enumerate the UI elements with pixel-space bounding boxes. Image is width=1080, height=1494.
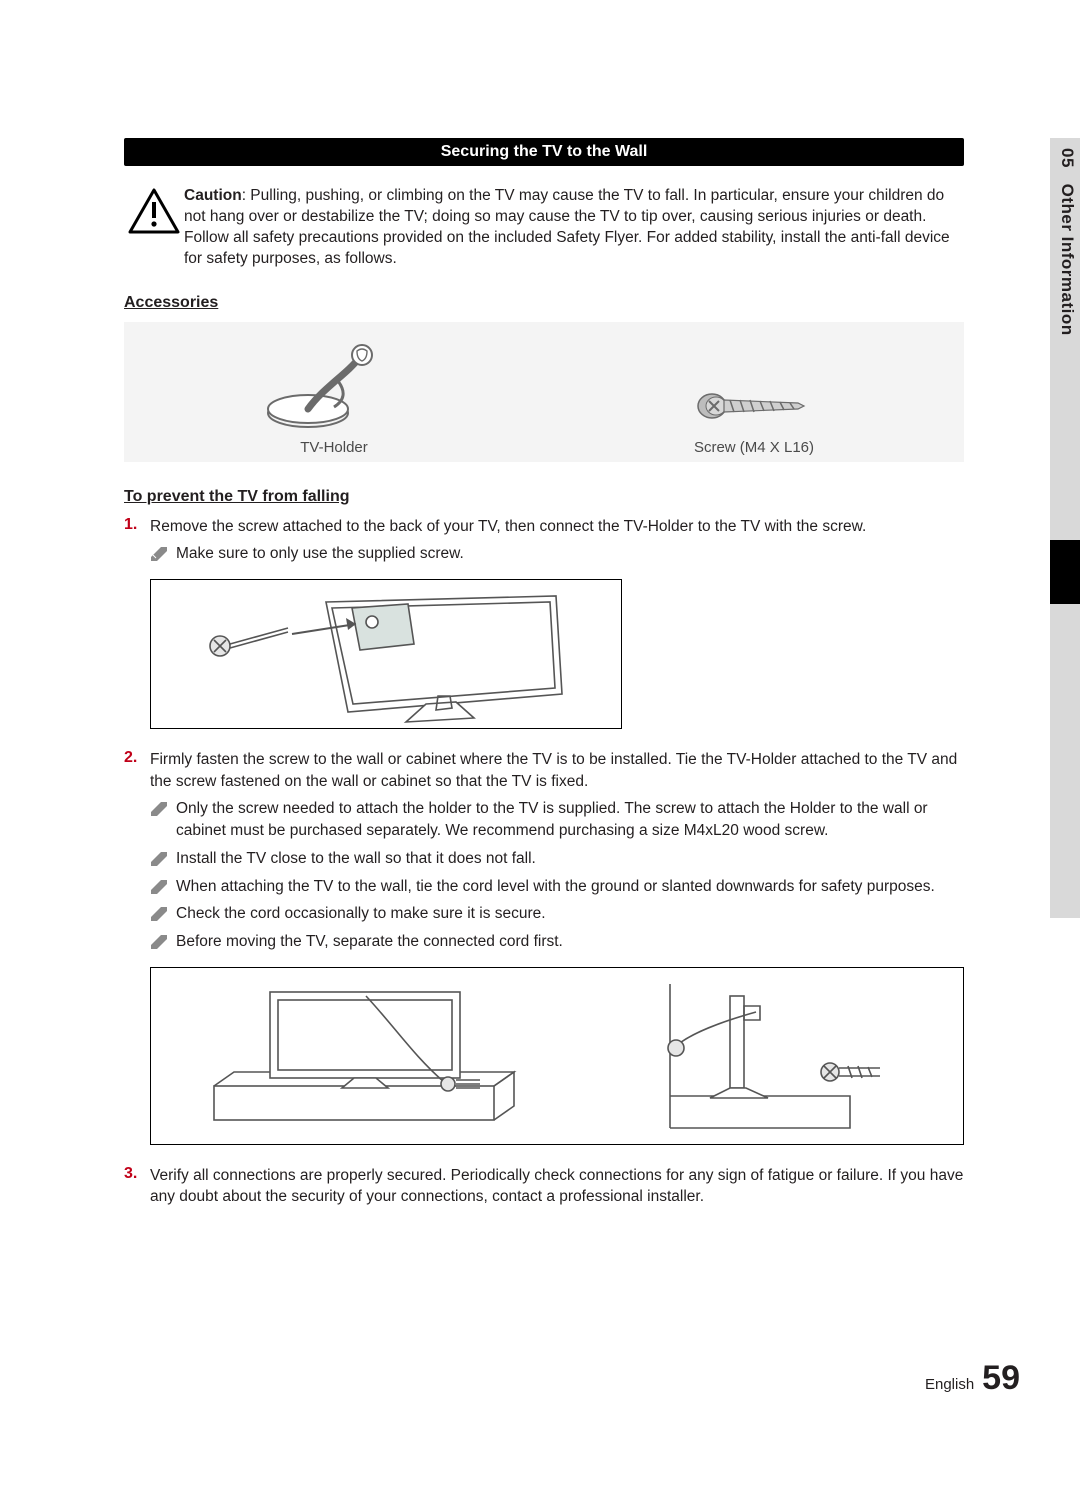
prevent-heading: To prevent the TV from falling [124, 488, 984, 506]
figure-step2-right-svg [580, 976, 940, 1136]
note-icon [150, 876, 176, 898]
accessory-screw: Screw (M4 X L16) [544, 381, 964, 462]
note-text: Make sure to only use the supplied screw… [176, 543, 464, 565]
step-1-note-0: Make sure to only use the supplied screw… [150, 543, 964, 565]
accessory-tv-holder: TV-Holder [124, 337, 544, 462]
chapter-number: 05 [1058, 148, 1077, 168]
note-icon [150, 903, 176, 925]
side-tab-label: 05 Other Information [1055, 148, 1077, 336]
tv-holder-icon [264, 337, 404, 431]
figure-step1 [150, 579, 622, 729]
accessories-heading: Accessories [124, 294, 984, 312]
caution-row: Caution: Pulling, pushing, or climbing o… [124, 186, 964, 270]
tv-holder-label: TV-Holder [300, 439, 368, 456]
step-2-note-0: Only the screw needed to attach the hold… [150, 798, 964, 841]
note-text: Only the screw needed to attach the hold… [176, 798, 964, 841]
step-3-num: 3. [124, 1165, 150, 1208]
figure-step2 [150, 967, 964, 1145]
screw-label: Screw (M4 X L16) [694, 439, 814, 456]
step-2-num: 2. [124, 749, 150, 792]
accessories-band: TV-Holder Screw (M4 X L16) [124, 322, 964, 462]
step-1: 1. Remove the screw attached to the back… [124, 516, 964, 538]
caution-label: Caution [184, 187, 242, 204]
step-1-text: Remove the screw attached to the back of… [150, 516, 866, 538]
note-text: When attaching the TV to the wall, tie t… [176, 876, 935, 898]
note-icon [150, 848, 176, 870]
footer-lang: English [925, 1376, 974, 1393]
step-2-text: Firmly fasten the screw to the wall or c… [150, 749, 964, 792]
step-3-text: Verify all connections are properly secu… [150, 1165, 964, 1208]
step-2-note-1: Install the TV close to the wall so that… [150, 848, 964, 870]
caution-text: Caution: Pulling, pushing, or climbing o… [184, 186, 964, 270]
warning-icon [124, 186, 184, 270]
step-3: 3. Verify all connections are properly s… [124, 1165, 964, 1208]
footer-page-number: 59 [982, 1359, 1020, 1398]
step-2-note-2: When attaching the TV to the wall, tie t… [150, 876, 964, 898]
caution-body: : Pulling, pushing, or climbing on the T… [184, 187, 950, 267]
note-text: Install the TV close to the wall so that… [176, 848, 536, 870]
chapter-title: Other Information [1058, 184, 1077, 336]
note-text: Check the cord occasionally to make sure… [176, 903, 546, 925]
step-2-note-4: Before moving the TV, separate the conne… [150, 931, 964, 953]
page: 05 Other Information Securing the TV to … [0, 0, 1080, 1494]
note-icon [150, 931, 176, 953]
section-title: Securing the TV to the Wall [441, 143, 648, 161]
side-tab-accent [1050, 540, 1080, 604]
note-text: Before moving the TV, separate the conne… [176, 931, 563, 953]
step-1-num: 1. [124, 516, 150, 538]
note-icon [150, 543, 176, 565]
step-2-note-3: Check the cord occasionally to make sure… [150, 903, 964, 925]
content-area: Securing the TV to the Wall Caution: Pul… [124, 138, 984, 1208]
figure-step1-svg [156, 584, 616, 724]
page-footer: English 59 [925, 1359, 1020, 1398]
note-icon [150, 798, 176, 841]
step-2: 2. Firmly fasten the screw to the wall o… [124, 749, 964, 792]
figure-step2-left-svg [174, 976, 534, 1136]
screw-icon [694, 381, 814, 431]
section-title-bar: Securing the TV to the Wall [124, 138, 964, 166]
